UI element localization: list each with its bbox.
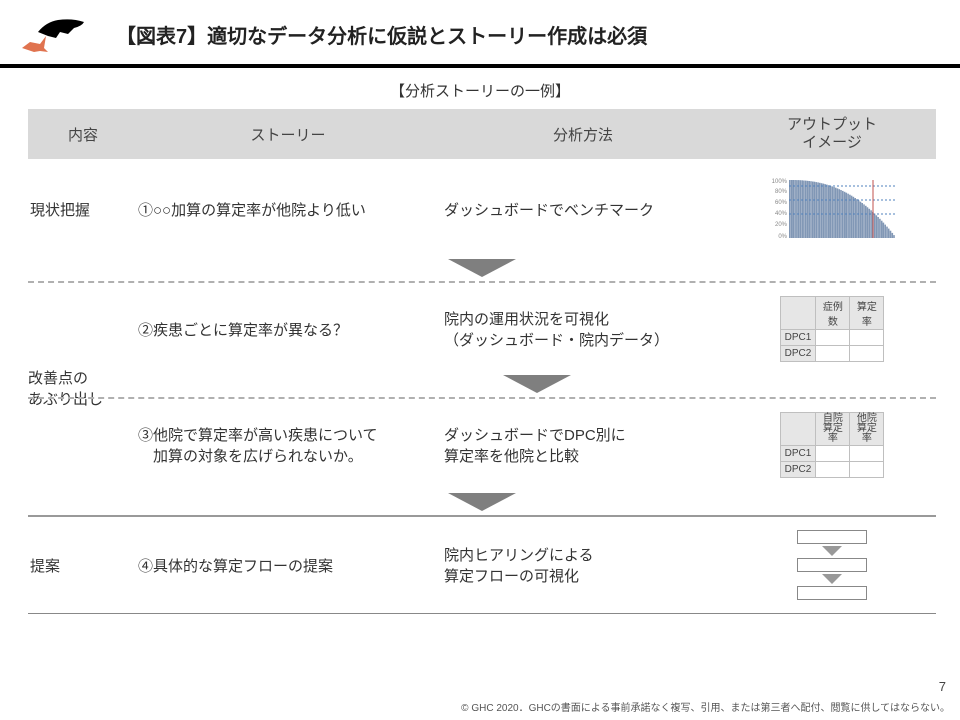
svg-text:40%: 40%	[775, 211, 788, 217]
col-header-output: アウトプット イメージ	[728, 116, 936, 152]
column-header-row: 内容 ストーリー 分析方法 アウトプット イメージ	[28, 109, 936, 159]
header-rule	[0, 64, 960, 68]
mini-table-2: 自院 算定率他院 算定率 DPC1 DPC2	[780, 412, 885, 478]
copyright-footer: © GHC 2020．GHCの書面による事前承諾なく複写、引用、または第三者へ配…	[0, 699, 950, 714]
cell-story: ④具体的な算定フローの提案	[138, 555, 438, 576]
cell-method: ダッシュボードでDPC別に 算定率を他院と比較	[438, 424, 728, 466]
cell-category: 提案	[28, 555, 138, 576]
col-header-content: 内容	[28, 124, 138, 145]
cell-output	[728, 530, 936, 600]
svg-text:20%: 20%	[775, 222, 788, 228]
cell-story: ②疾患ごとに算定率が異なる？	[138, 319, 438, 340]
cell-method: ダッシュボードでベンチマーク	[438, 199, 728, 220]
table-row: ②疾患ごとに算定率が異なる？ 院内の運用状況を可視化 （ダッシュボード・院内デー…	[138, 283, 936, 375]
subtitle: 【分析ストーリーの一例】	[0, 80, 960, 101]
table-row: 現状把握 ①○○加算の算定率が他院より低い ダッシュボードでベンチマーク 0% …	[28, 159, 936, 259]
col-header-story: ストーリー	[138, 124, 438, 145]
cell-story: ③他院で算定率が高い疾患について 加算の対象を広げられないか。	[138, 424, 438, 466]
svg-text:100%: 100%	[772, 179, 788, 185]
col-header-method: 分析方法	[438, 124, 728, 145]
table-row: ③他院で算定率が高い疾患について 加算の対象を広げられないか。 ダッシュボードで…	[138, 399, 936, 491]
row-group: 改善点の あぶり出し ②疾患ごとに算定率が異なる？ 院内の運用状況を可視化 （ダ…	[28, 283, 936, 493]
cell-output: 0% 20% 40% 60% 80% 100%	[728, 174, 936, 244]
logo	[16, 14, 88, 54]
svg-text:0%: 0%	[778, 234, 787, 240]
page-number: 7	[939, 679, 946, 694]
cell-output: 自院 算定率他院 算定率 DPC1 DPC2	[728, 412, 936, 478]
flow-arrow	[28, 259, 936, 281]
svg-text:80%: 80%	[775, 189, 788, 195]
cell-category: 現状把握	[28, 199, 138, 220]
svg-text:60%: 60%	[775, 200, 788, 206]
slide-title: 【図表7】適切なデータ分析に仮説とストーリー作成は必須	[116, 20, 647, 49]
content-area: 内容 ストーリー 分析方法 アウトプット イメージ 現状把握 ①○○加算の算定率…	[0, 109, 960, 614]
cell-method: 院内の運用状況を可視化 （ダッシュボード・院内データ）	[438, 308, 728, 350]
flow-arrow	[28, 493, 936, 515]
cell-output: 症例数算定率 DPC1 DPC2	[728, 296, 936, 362]
mini-table-1: 症例数算定率 DPC1 DPC2	[780, 296, 885, 362]
row-separator	[28, 613, 936, 614]
slide-header: 【図表7】適切なデータ分析に仮説とストーリー作成は必須	[0, 0, 960, 60]
table-row: 提案 ④具体的な算定フローの提案 院内ヒアリングによる 算定フローの可視化	[28, 517, 936, 613]
cell-method: 院内ヒアリングによる 算定フローの可視化	[438, 544, 728, 586]
cell-category: 改善点の あぶり出し	[28, 283, 138, 493]
mini-flowchart	[797, 530, 867, 600]
benchmark-chart-thumb: 0% 20% 40% 60% 80% 100%	[767, 174, 897, 244]
cell-story: ①○○加算の算定率が他院より低い	[138, 199, 438, 220]
flow-arrow	[138, 375, 936, 397]
